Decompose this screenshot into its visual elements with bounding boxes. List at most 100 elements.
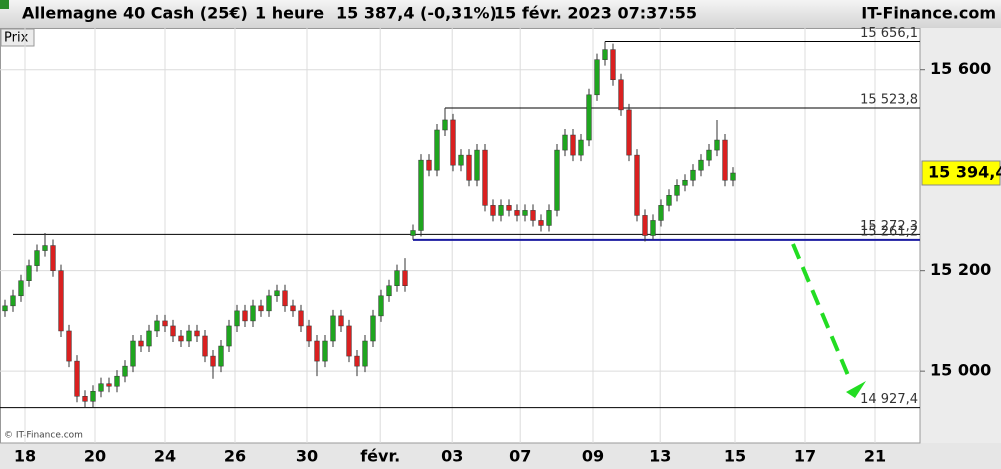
level-label: 15 261,2 — [860, 224, 918, 239]
candle-body — [298, 310, 304, 327]
candle-body — [458, 154, 464, 166]
candle-body — [26, 265, 32, 281]
interval: 1 heure — [255, 4, 324, 23]
candle-body — [210, 355, 216, 367]
candle-body — [90, 391, 96, 402]
candle-body — [722, 139, 728, 181]
candle-body — [674, 185, 680, 196]
candle-body — [498, 205, 504, 216]
candle-body — [522, 210, 528, 216]
candle-body — [274, 290, 280, 297]
candle-body — [218, 345, 224, 367]
candle-body — [618, 79, 624, 111]
candle-body — [442, 119, 448, 131]
candle-body — [178, 335, 184, 342]
candle-body — [666, 195, 672, 206]
candle-body — [250, 305, 256, 322]
candle-body — [202, 335, 208, 357]
x-tick-label: 26 — [224, 447, 246, 466]
plot-area — [0, 28, 921, 444]
candle-body — [554, 149, 560, 211]
level-label: 15 272,3 — [860, 219, 918, 234]
candle-body — [714, 139, 720, 151]
candle-body — [290, 305, 296, 312]
candle-body — [426, 159, 432, 171]
candle-body — [306, 325, 312, 342]
candle-body — [378, 295, 384, 317]
candle-body — [546, 210, 552, 226]
candle-body — [74, 360, 80, 397]
x-tick-label: 09 — [582, 447, 604, 466]
x-tick-label: 15 — [724, 447, 746, 466]
candle-body — [562, 134, 568, 151]
y-axis-bar — [920, 28, 1001, 443]
candle-body — [34, 250, 40, 266]
candle-body — [82, 396, 88, 402]
candle-body — [394, 270, 400, 286]
x-tick-label: 18 — [14, 447, 36, 466]
y-tick-label: 15 000 — [930, 361, 991, 380]
candle-body — [474, 149, 480, 181]
candle-body — [226, 325, 232, 347]
candle-body — [338, 315, 344, 327]
candle-body — [258, 305, 264, 312]
candle-body — [450, 119, 456, 166]
candle-body — [266, 295, 272, 312]
x-tick-label: 21 — [864, 447, 886, 466]
candle-body — [634, 154, 640, 216]
level-label: 15 523,8 — [860, 92, 918, 107]
candle-body — [42, 245, 48, 251]
candle-body — [114, 375, 120, 387]
candle-body — [282, 290, 288, 307]
candle-body — [242, 310, 248, 322]
candle-body — [626, 109, 632, 156]
candle-body — [154, 320, 160, 332]
candle-body — [610, 49, 616, 80]
candle-body — [698, 159, 704, 171]
candle-body — [130, 340, 136, 367]
candle-body — [170, 325, 176, 337]
candle-body — [530, 210, 536, 221]
candle-body — [466, 154, 472, 181]
footer: © IT-Finance.com — [4, 431, 83, 441]
x-tick-label: 30 — [296, 447, 318, 466]
y-tick-label: 15 200 — [930, 260, 991, 279]
x-tick-label: févr. — [360, 447, 400, 466]
candle-body — [434, 129, 440, 171]
quote: 15 387,4 (-0,31%) — [336, 4, 497, 23]
arrow-head — [846, 381, 866, 398]
candle-body — [402, 270, 408, 286]
candle-body — [370, 315, 376, 342]
candle-body — [594, 59, 600, 96]
candle-body — [234, 310, 240, 327]
candle-body — [162, 320, 168, 327]
candle-body — [314, 340, 320, 362]
header-bar — [0, 0, 1001, 28]
candle-body — [66, 330, 72, 362]
candle-body — [658, 205, 664, 221]
x-tick-label: 07 — [509, 447, 531, 466]
candle-body — [490, 205, 496, 216]
x-tick-label: 24 — [154, 447, 176, 466]
candle-body — [538, 220, 544, 226]
candle-body — [418, 159, 424, 231]
candle-body — [322, 340, 328, 362]
forecast-arrow — [791, 243, 866, 398]
x-axis-bar — [0, 443, 1001, 469]
candle-body — [330, 315, 336, 342]
instrument: Allemagne 40 Cash (25€) — [22, 4, 248, 23]
x-tick-label: 20 — [84, 447, 106, 466]
candle-body — [362, 340, 368, 367]
x-tick-label: 13 — [649, 447, 671, 466]
candle-body — [690, 169, 696, 181]
candle-body — [138, 340, 144, 347]
candle-body — [586, 94, 592, 141]
candle-body — [98, 383, 104, 392]
candle-body — [58, 270, 64, 332]
candle-body — [506, 205, 512, 211]
candle-body — [706, 149, 712, 161]
candle-body — [10, 295, 16, 307]
x-tick-label: 03 — [441, 447, 463, 466]
